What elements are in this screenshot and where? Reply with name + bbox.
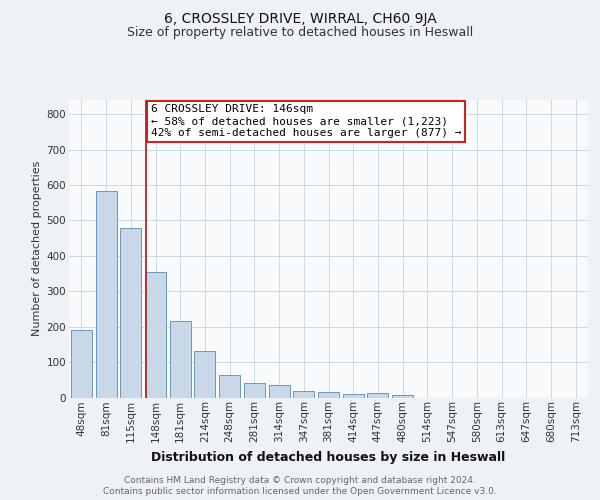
Bar	[71, 330, 92, 398]
Bar	[269, 385, 290, 398]
Bar	[170, 322, 191, 398]
Bar	[219, 375, 240, 398]
Text: Contains public sector information licensed under the Open Government Licence v3: Contains public sector information licen…	[103, 488, 497, 496]
X-axis label: Distribution of detached houses by size in Heswall: Distribution of detached houses by size …	[151, 450, 506, 464]
Text: 6, CROSSLEY DRIVE, WIRRAL, CH60 9JA: 6, CROSSLEY DRIVE, WIRRAL, CH60 9JA	[164, 12, 436, 26]
Y-axis label: Number of detached properties: Number of detached properties	[32, 161, 43, 336]
Text: Contains HM Land Registry data © Crown copyright and database right 2024.: Contains HM Land Registry data © Crown c…	[124, 476, 476, 485]
Bar	[95, 191, 116, 398]
Bar	[367, 393, 388, 398]
Bar	[343, 394, 364, 398]
Text: 6 CROSSLEY DRIVE: 146sqm
← 58% of detached houses are smaller (1,223)
42% of sem: 6 CROSSLEY DRIVE: 146sqm ← 58% of detach…	[151, 104, 461, 138]
Bar	[293, 392, 314, 398]
Bar	[318, 392, 339, 398]
Bar	[145, 272, 166, 398]
Bar	[392, 395, 413, 398]
Bar	[244, 382, 265, 398]
Bar	[194, 351, 215, 398]
Bar	[120, 228, 141, 398]
Text: Size of property relative to detached houses in Heswall: Size of property relative to detached ho…	[127, 26, 473, 39]
